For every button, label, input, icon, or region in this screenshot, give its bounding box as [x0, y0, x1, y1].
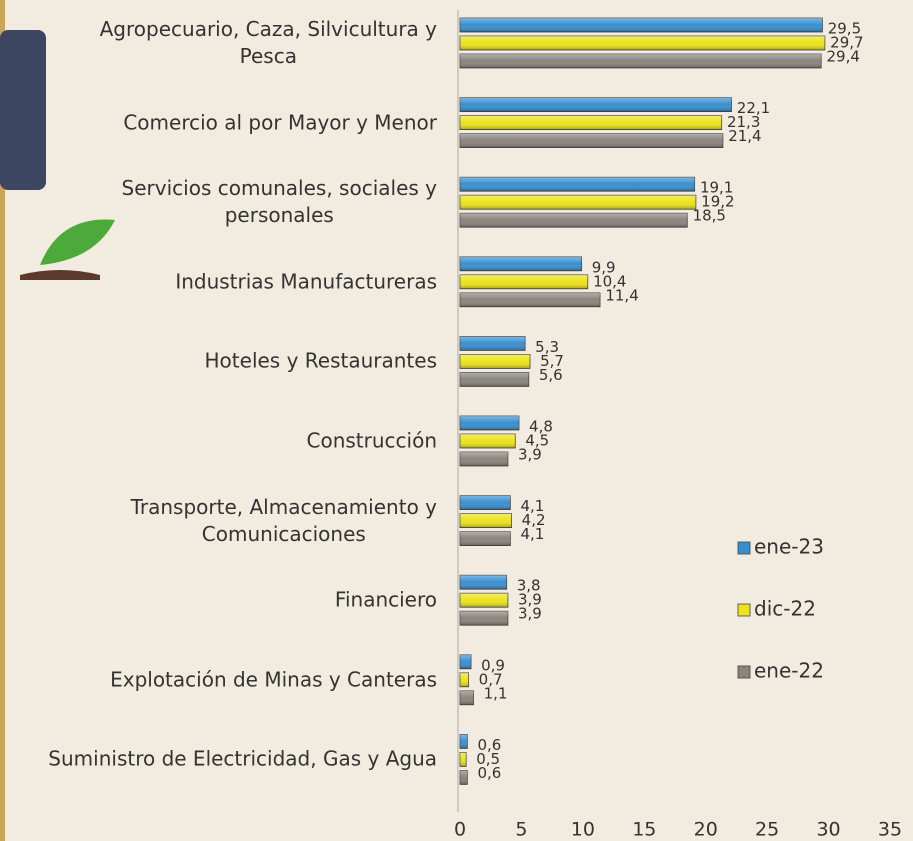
value-label: 4,1 — [520, 525, 544, 543]
bar-shade — [460, 18, 822, 32]
value-label: 11,4 — [605, 286, 638, 304]
chart: 0510152025303529,529,729,422,121,321,419… — [0, 0, 913, 841]
category-label: Industrias Manufactureras — [175, 268, 437, 295]
category-label: Explotación de Minas y Canteras — [110, 666, 437, 693]
value-label: 1,1 — [484, 684, 508, 702]
bar-shade — [460, 98, 732, 112]
legend-swatch — [738, 542, 750, 554]
value-label: 18,5 — [693, 207, 726, 225]
soil — [20, 270, 100, 280]
bar-shade — [460, 575, 507, 589]
bar-shade — [460, 416, 519, 430]
x-tick-label: 15 — [632, 819, 656, 841]
x-tick-label: 5 — [515, 819, 527, 841]
bar-shade — [460, 691, 474, 705]
value-label: 21,4 — [728, 127, 761, 145]
bar-shade — [460, 752, 466, 766]
category-label: Transporte, Almacenamiento y Comunicacio… — [131, 494, 437, 548]
category-label: Agropecuario, Caza, Silvicultura y Pesca — [100, 16, 437, 70]
bar-shade — [460, 593, 508, 607]
legend-swatch — [738, 604, 750, 616]
bar-shade — [460, 195, 696, 209]
bar-shade — [460, 532, 510, 546]
bar-shade — [460, 213, 687, 227]
category-label: Servicios comunales, sociales y personal… — [122, 175, 437, 229]
bar-shade — [460, 452, 508, 466]
bar-shade — [460, 372, 529, 386]
bar-shade — [460, 655, 471, 669]
bar-shade — [460, 514, 512, 528]
legend-label: ene-22 — [754, 659, 824, 683]
value-label: 29,4 — [826, 48, 859, 66]
x-tick-label: 30 — [816, 819, 840, 841]
legend-swatch — [738, 666, 750, 678]
legend-label: ene-23 — [754, 535, 824, 559]
bar-shade — [460, 496, 510, 510]
bar-shade — [460, 336, 525, 350]
bar-shade — [460, 770, 467, 784]
category-label: Financiero — [335, 587, 437, 614]
bar-shade — [460, 54, 821, 68]
x-tick-label: 20 — [694, 819, 718, 841]
category-label: Hoteles y Restaurantes — [205, 348, 437, 375]
value-label: 5,6 — [539, 366, 563, 384]
bar-shade — [460, 673, 469, 687]
figure — [0, 30, 46, 190]
bar-shade — [460, 354, 530, 368]
x-tick-label: 0 — [454, 819, 466, 841]
category-label: Comercio al por Mayor y Menor — [123, 109, 437, 136]
x-tick-label: 10 — [571, 819, 595, 841]
x-tick-label: 35 — [878, 819, 902, 841]
value-label: 3,9 — [518, 605, 542, 623]
legend-label: dic-22 — [754, 597, 816, 621]
bar-shade — [460, 116, 722, 130]
bar-shade — [460, 275, 588, 289]
value-label: 3,9 — [518, 446, 542, 464]
bar-shade — [460, 134, 723, 148]
bar-shade — [460, 36, 825, 50]
category-label: Suministro de Electricidad, Gas y Agua — [48, 746, 437, 773]
leaf — [40, 220, 115, 265]
value-label: 0,6 — [477, 764, 501, 782]
bar-shade — [460, 293, 600, 307]
bar-shade — [460, 257, 582, 271]
x-tick-label: 25 — [755, 819, 779, 841]
bar-shade — [460, 177, 695, 191]
category-label: Construcción — [307, 428, 438, 455]
bar-shade — [460, 434, 515, 448]
bar-shade — [460, 734, 467, 748]
bar-shade — [460, 611, 508, 625]
